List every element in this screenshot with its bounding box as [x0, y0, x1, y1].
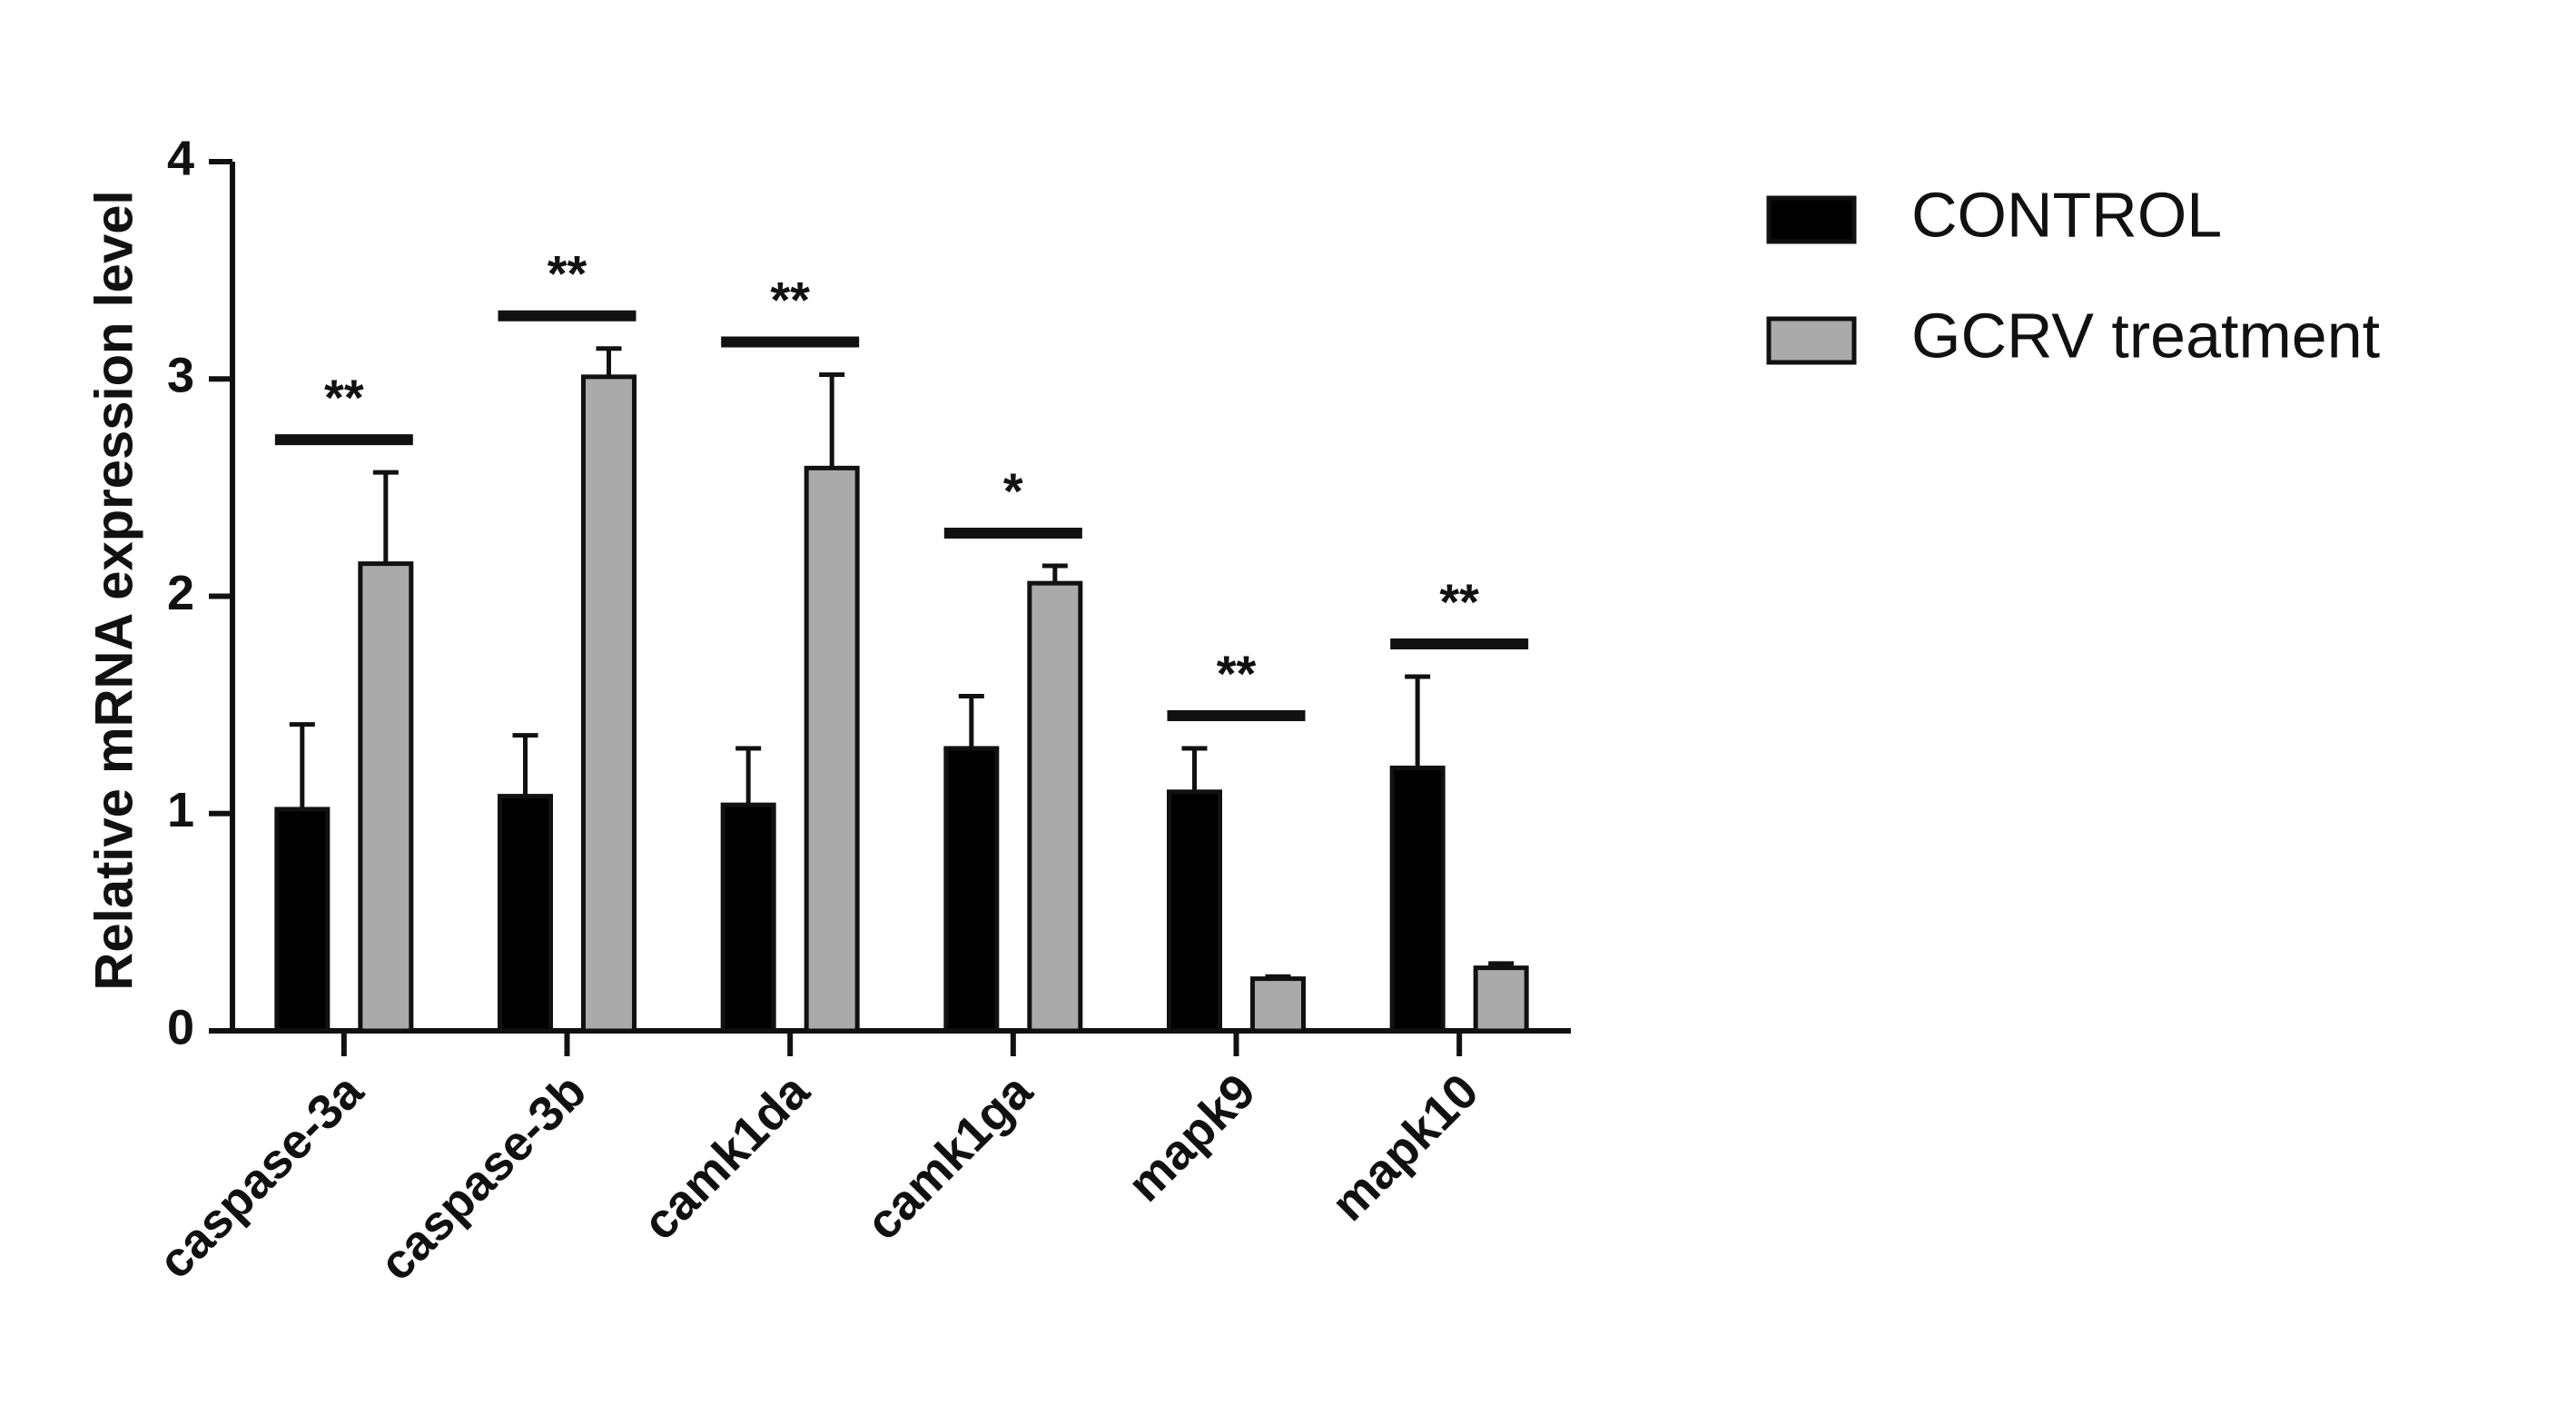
x-tick-label: mapk9: [1118, 1064, 1266, 1212]
x-tick-label: camk1ga: [856, 1063, 1044, 1251]
bar: [1473, 965, 1529, 1034]
y-tick-label: 2: [167, 566, 194, 620]
significance-label: **: [1217, 645, 1257, 702]
x-tick-label: mapk10: [1321, 1064, 1489, 1232]
y-axis-title: Relative mRNA expression level: [84, 190, 143, 990]
significance-label: **: [1439, 573, 1479, 630]
legend-swatch: [1766, 195, 1857, 244]
significance-label: **: [548, 245, 587, 302]
bar: [720, 802, 776, 1034]
legend-label: CONTROL: [1911, 179, 2222, 250]
bar: [1389, 766, 1446, 1034]
bar: [1167, 789, 1222, 1034]
bar: [943, 746, 1000, 1034]
bar: [1250, 976, 1306, 1034]
legend-label: GCRV treatment: [1911, 300, 2380, 371]
legend-swatch: [1766, 316, 1857, 365]
y-tick-label: 3: [167, 349, 194, 403]
significance-label: *: [1003, 462, 1023, 520]
significance-label: **: [770, 271, 810, 328]
x-tick-label: caspase-3a: [148, 1063, 374, 1289]
significance-label: **: [324, 369, 364, 426]
x-tick-label: camk1da: [633, 1063, 821, 1251]
bar: [358, 561, 414, 1034]
y-tick-label: 0: [167, 1000, 194, 1054]
bar: [581, 374, 637, 1034]
y-tick-label: 1: [167, 783, 194, 837]
bar: [498, 794, 553, 1034]
bar: [1027, 580, 1083, 1034]
bar: [274, 807, 331, 1034]
y-tick-label: 4: [167, 131, 194, 185]
x-tick-label: caspase-3b: [370, 1064, 597, 1291]
bar: [804, 465, 860, 1034]
